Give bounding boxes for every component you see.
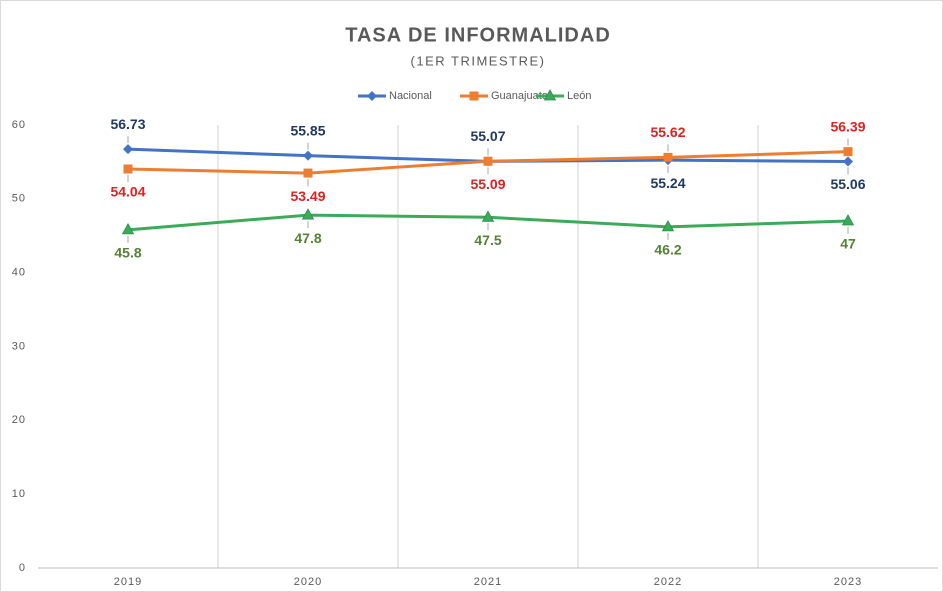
marker: [843, 156, 853, 167]
data-label: 55.85: [290, 122, 325, 138]
marker: [483, 156, 493, 166]
data-label: 55.62: [650, 124, 685, 140]
marker: [843, 147, 853, 157]
marker: [841, 214, 855, 226]
y-tick-label: 20: [12, 414, 26, 426]
marker: [303, 168, 313, 178]
data-label: 56.73: [110, 116, 145, 132]
x-tick-label: 2022: [654, 576, 682, 588]
chart-title: TASA DE INFORMALIDAD: [345, 24, 611, 46]
x-tick-label: 2019: [114, 576, 142, 588]
data-label: 55.06: [830, 176, 865, 192]
marker: [121, 223, 135, 235]
data-label: 47.8: [294, 230, 321, 246]
marker: [661, 220, 675, 232]
x-tick-label: 2023: [834, 576, 862, 588]
data-label: 54.04: [110, 184, 145, 200]
y-tick-label: 30: [12, 340, 26, 352]
marker: [301, 208, 315, 220]
y-tick-label: 60: [12, 119, 26, 131]
data-label: 55.09: [470, 176, 505, 192]
chart-subtitle: (1ER TRIMESTRE): [411, 53, 546, 68]
legend-label: Guanajuato: [491, 90, 548, 102]
x-tick-label: 2021: [474, 576, 502, 588]
data-label: 55.07: [470, 128, 505, 144]
marker: [481, 210, 495, 222]
marker: [123, 144, 133, 155]
legend-label: Nacional: [389, 90, 432, 102]
marker: [367, 91, 377, 101]
data-label: 56.39: [830, 118, 865, 134]
marker: [303, 150, 313, 161]
data-label: 47: [840, 236, 856, 252]
y-tick-label: 10: [12, 488, 26, 500]
marker: [469, 91, 479, 101]
y-tick-label: 50: [12, 193, 26, 205]
data-label: 45.8: [114, 245, 141, 261]
data-label: 47.5: [474, 232, 501, 248]
marker: [123, 164, 133, 174]
y-tick-label: 40: [12, 267, 26, 279]
y-tick-label: 0: [19, 562, 26, 574]
legend-label: León: [567, 90, 591, 102]
marker: [663, 152, 673, 162]
data-label: 46.2: [654, 242, 681, 258]
marker: [543, 89, 557, 101]
x-tick-label: 2020: [294, 576, 322, 588]
data-label: 53.49: [290, 188, 325, 204]
data-label: 55.24: [650, 175, 685, 191]
